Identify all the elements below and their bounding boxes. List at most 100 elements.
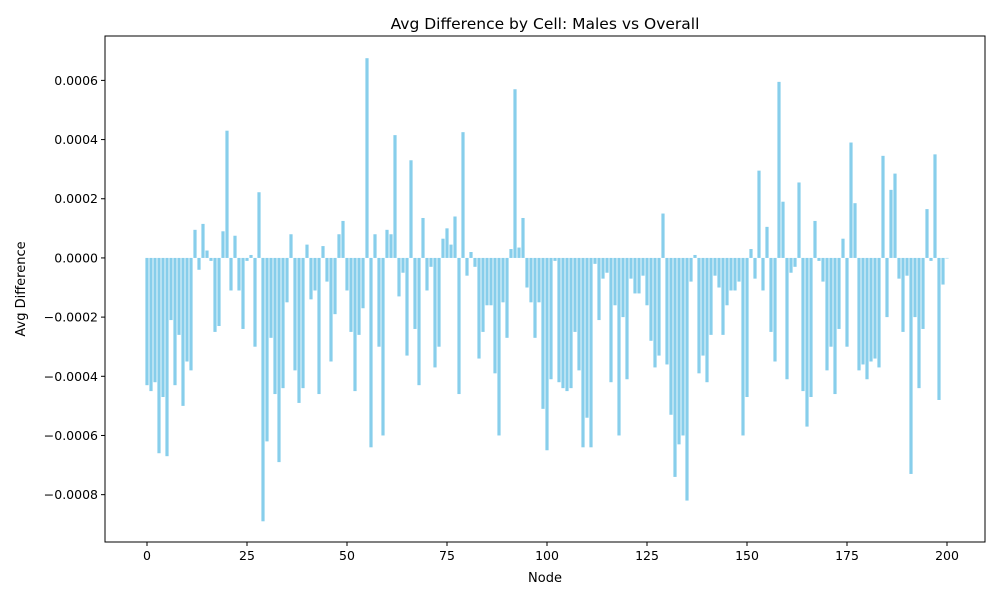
bar	[533, 257, 537, 338]
bar	[341, 220, 345, 258]
bar	[609, 257, 613, 383]
bar	[225, 130, 229, 258]
y-tick-label: 0.0002	[54, 191, 98, 206]
bar	[449, 244, 453, 258]
bar	[525, 257, 529, 288]
bar	[169, 257, 173, 321]
x-tick-label: 100	[535, 548, 559, 563]
bar	[845, 257, 849, 347]
bar	[673, 257, 677, 477]
bar	[501, 257, 505, 303]
bar	[569, 257, 573, 389]
bar	[253, 257, 257, 347]
bar	[517, 247, 521, 258]
bar	[869, 257, 873, 362]
bar	[289, 234, 293, 258]
bar	[277, 257, 281, 463]
bar	[833, 257, 837, 395]
bar	[265, 257, 269, 442]
bar	[313, 257, 317, 291]
bar	[469, 252, 473, 258]
bar	[357, 257, 361, 335]
bar	[621, 257, 625, 318]
bar	[545, 257, 549, 451]
bar	[781, 201, 785, 258]
bar	[805, 257, 809, 427]
y-axis-label: Avg Difference	[14, 241, 29, 336]
bar	[693, 254, 697, 258]
bar	[465, 257, 469, 276]
bar	[701, 257, 705, 356]
bar	[273, 257, 277, 395]
bar	[841, 238, 845, 258]
bar	[637, 257, 641, 294]
bar	[293, 257, 297, 371]
bar	[897, 257, 901, 279]
bar	[685, 257, 689, 501]
bar	[925, 209, 929, 258]
bar	[417, 257, 421, 386]
bar	[457, 257, 461, 395]
bar	[257, 192, 261, 258]
bar	[505, 257, 509, 338]
bar	[713, 257, 717, 276]
bar	[485, 257, 489, 306]
bar	[709, 257, 713, 335]
y-tick-label: 0.0004	[54, 132, 98, 147]
bar	[193, 229, 197, 258]
bar	[785, 257, 789, 380]
bar	[157, 257, 161, 454]
bar	[741, 257, 745, 436]
bar	[813, 220, 817, 258]
bar	[461, 132, 465, 258]
plot-frame	[104, 35, 986, 543]
bar	[721, 257, 725, 335]
y-tick-label: 0.0000	[54, 250, 98, 265]
x-tick-label: 0	[143, 548, 151, 563]
bar	[481, 257, 485, 332]
bar	[561, 257, 565, 389]
bar	[497, 257, 501, 436]
x-tick-label: 125	[635, 548, 659, 563]
bar	[717, 257, 721, 288]
bar	[377, 257, 381, 347]
bar	[945, 257, 949, 259]
bar	[829, 257, 833, 347]
bar	[237, 257, 241, 291]
bar	[901, 257, 905, 332]
bar	[653, 257, 657, 368]
bar	[733, 257, 737, 291]
bar	[933, 154, 937, 258]
bar	[217, 257, 221, 326]
bar	[589, 257, 593, 448]
bar	[245, 257, 249, 261]
bar	[305, 244, 309, 258]
bar	[937, 257, 941, 400]
bar	[917, 257, 921, 389]
chart-title: Avg Difference by Cell: Males vs Overall	[391, 15, 700, 33]
y-axis-ticks: −0.0008 −0.0006 −0.0004 −0.0002 0.0000 0.0002…	[44, 73, 105, 502]
bar	[893, 173, 897, 258]
bar	[185, 257, 189, 362]
bar	[161, 257, 165, 398]
bar	[725, 257, 729, 306]
bar	[433, 257, 437, 368]
x-axis-label: Node	[528, 571, 562, 586]
bar	[641, 257, 645, 276]
bar	[393, 135, 397, 258]
bar	[441, 238, 445, 258]
bar	[689, 257, 693, 282]
bar	[777, 81, 781, 258]
y-tick-label: −0.0002	[44, 310, 98, 325]
bar	[929, 257, 933, 261]
bar	[877, 257, 881, 368]
bar	[177, 257, 181, 335]
bar	[585, 257, 589, 418]
bars-group	[145, 58, 949, 522]
bar	[625, 257, 629, 380]
bar	[757, 170, 761, 258]
bar	[153, 257, 157, 383]
bar	[389, 234, 393, 258]
bar	[649, 257, 653, 341]
